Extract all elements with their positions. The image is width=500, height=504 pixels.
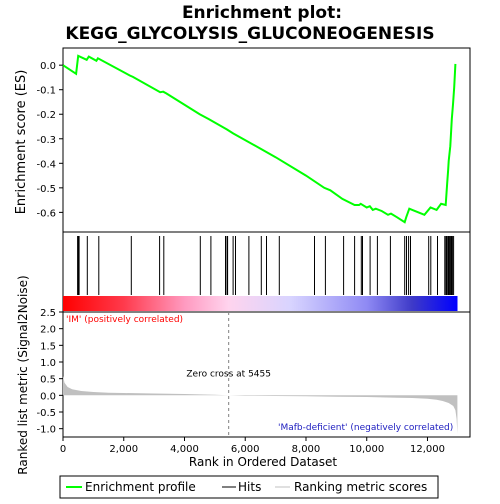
x-tick-label: 10,000 bbox=[349, 444, 384, 455]
ranking-y-tick-label: 0.5 bbox=[40, 375, 56, 386]
positive-correlation-label: 'IM' (positively correlated) bbox=[66, 315, 183, 325]
es-y-axis-label: Enrichment score (ES) bbox=[14, 70, 29, 215]
ranking-y-tick-label: 2.5 bbox=[40, 308, 56, 319]
x-tick-label: 8,000 bbox=[292, 444, 321, 455]
x-tick-label: 4,000 bbox=[170, 444, 199, 455]
negative-correlation-label: 'Mafb-deficient' (negatively correlated) bbox=[278, 423, 453, 433]
es-panel-frame bbox=[62, 47, 471, 233]
legend-label-enrichment: Enrichment profile bbox=[85, 480, 196, 494]
ranking-y-tick-label: -0.5 bbox=[36, 408, 56, 419]
es-y-tick-label: -0.5 bbox=[36, 184, 56, 195]
legend: Enrichment profile Hits Ranking metric s… bbox=[59, 475, 439, 499]
chart-title-line2: KEGG_GLYCOLYSIS_GLUCONEOGENESIS bbox=[65, 24, 434, 44]
es-y-tick-label: -0.1 bbox=[36, 86, 56, 97]
x-axis-ticks: 0 2,000 4,000 6,000 8,000 10,000 12,000 bbox=[60, 437, 445, 455]
es-panel: 0.0 -0.1 -0.2 -0.3 -0.4 -0.5 -0.6 Enrichment s… bbox=[14, 47, 471, 233]
ranking-panel: 2.5 2.0 1.5 1.0 0.5 0.0 -0.5 -1.0 'IM' (positiv… bbox=[16, 275, 471, 475]
ranking-y-tick-label: 2.0 bbox=[40, 325, 56, 336]
ranking-y-ticks: 2.5 2.0 1.5 1.0 0.5 0.0 -0.5 -1.0 bbox=[36, 308, 63, 436]
ranking-y-tick-label: 1.5 bbox=[40, 341, 56, 352]
chart-title-line1: Enrichment plot: bbox=[182, 3, 342, 23]
hit-lines bbox=[77, 236, 455, 295]
legend-frame bbox=[59, 475, 439, 499]
x-tick-label: 12,000 bbox=[410, 444, 445, 455]
legend-label-ranking: Ranking metric scores bbox=[294, 480, 427, 494]
es-y-tick-label: -0.4 bbox=[36, 159, 56, 170]
ranking-y-tick-label: 1.0 bbox=[40, 358, 56, 369]
ranking-y-axis-label: Ranked list metric (Signal2Noise) bbox=[16, 275, 30, 474]
ranking-panel-frame bbox=[62, 311, 471, 438]
es-y-tick-label: -0.3 bbox=[36, 135, 56, 146]
rank-color-bar bbox=[63, 296, 458, 311]
x-tick-label: 0 bbox=[60, 444, 66, 455]
enrichment-profile-line bbox=[62, 54, 457, 224]
x-tick-label: 2,000 bbox=[109, 444, 138, 455]
zero-cross-label: Zero cross at 5455 bbox=[186, 370, 271, 380]
es-y-tick-label: 0.0 bbox=[40, 61, 56, 72]
x-axis-label: Rank in Ordered Dataset bbox=[189, 455, 337, 469]
es-y-ticks: 0.0 -0.1 -0.2 -0.3 -0.4 -0.5 -0.6 bbox=[36, 61, 63, 219]
ranking-y-tick-label: 0.0 bbox=[40, 391, 56, 402]
ranking-y-tick-label: -1.0 bbox=[36, 425, 56, 436]
legend-label-hits: Hits bbox=[238, 480, 261, 494]
es-y-tick-label: -0.2 bbox=[36, 110, 56, 121]
hits-panel bbox=[62, 231, 471, 313]
es-y-tick-label: -0.6 bbox=[36, 208, 56, 219]
x-tick-label: 6,000 bbox=[231, 444, 260, 455]
